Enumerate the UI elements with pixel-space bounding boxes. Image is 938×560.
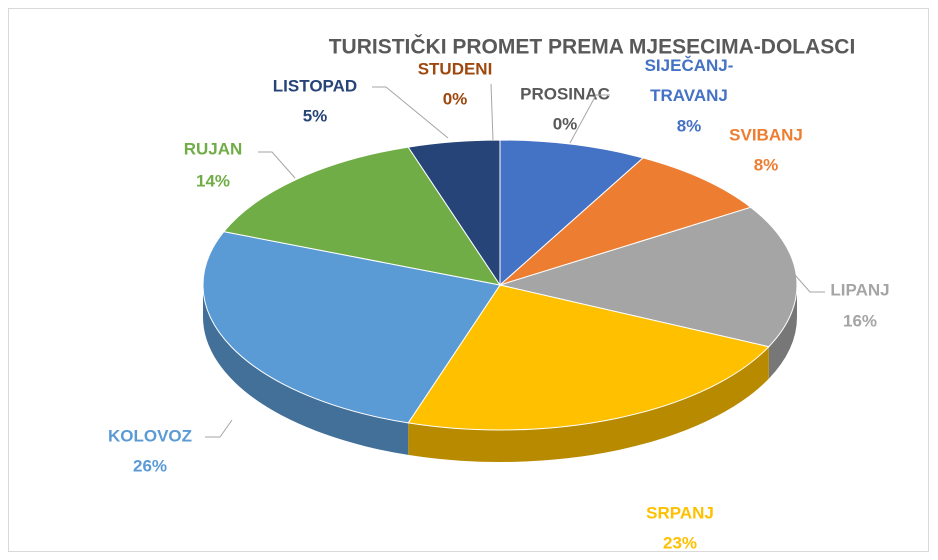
value-label: 26% <box>133 456 167 475</box>
value-label: 8% <box>754 155 779 174</box>
category-label: LISTOPAD <box>273 76 357 95</box>
leader-line <box>569 94 610 144</box>
value-label: 5% <box>303 106 328 125</box>
slice <box>407 284 770 431</box>
category-label: SIJEČANJ-TRAVANJ <box>645 56 734 105</box>
category-label: SRPANJ <box>646 503 714 522</box>
value-label: 0% <box>443 89 468 108</box>
category-label: LIPANJ <box>830 280 889 299</box>
slice-side <box>768 285 797 379</box>
category-label: KOLOVOZ <box>108 426 192 445</box>
leader-line <box>258 151 296 179</box>
category-label: STUDENI <box>418 59 493 78</box>
pie-tops <box>202 139 798 431</box>
value-label: 16% <box>843 311 877 330</box>
slice <box>499 157 752 286</box>
category-label: SVIBANJ <box>729 125 803 144</box>
leader-line <box>372 86 449 139</box>
value-label: 14% <box>196 171 230 190</box>
value-label: 8% <box>677 116 702 135</box>
slice <box>499 139 645 287</box>
labels: SIJEČANJ-TRAVANJ 8% SVIBANJ 8% LIPANJ 16% SRPA… <box>108 56 890 552</box>
slice <box>202 231 501 424</box>
leader-line <box>205 419 233 438</box>
chart-title: TURISTIČKI PROMET PREMA MJESECIMA-DOLASC… <box>329 35 856 59</box>
leader-line <box>490 83 494 141</box>
value-label: 23% <box>663 533 697 552</box>
slice-side <box>408 346 769 463</box>
category-label: RUJAN <box>184 139 243 158</box>
leader-line <box>794 274 825 293</box>
category-label: PROSINAC <box>520 84 610 103</box>
value-label: 0% <box>553 114 578 133</box>
